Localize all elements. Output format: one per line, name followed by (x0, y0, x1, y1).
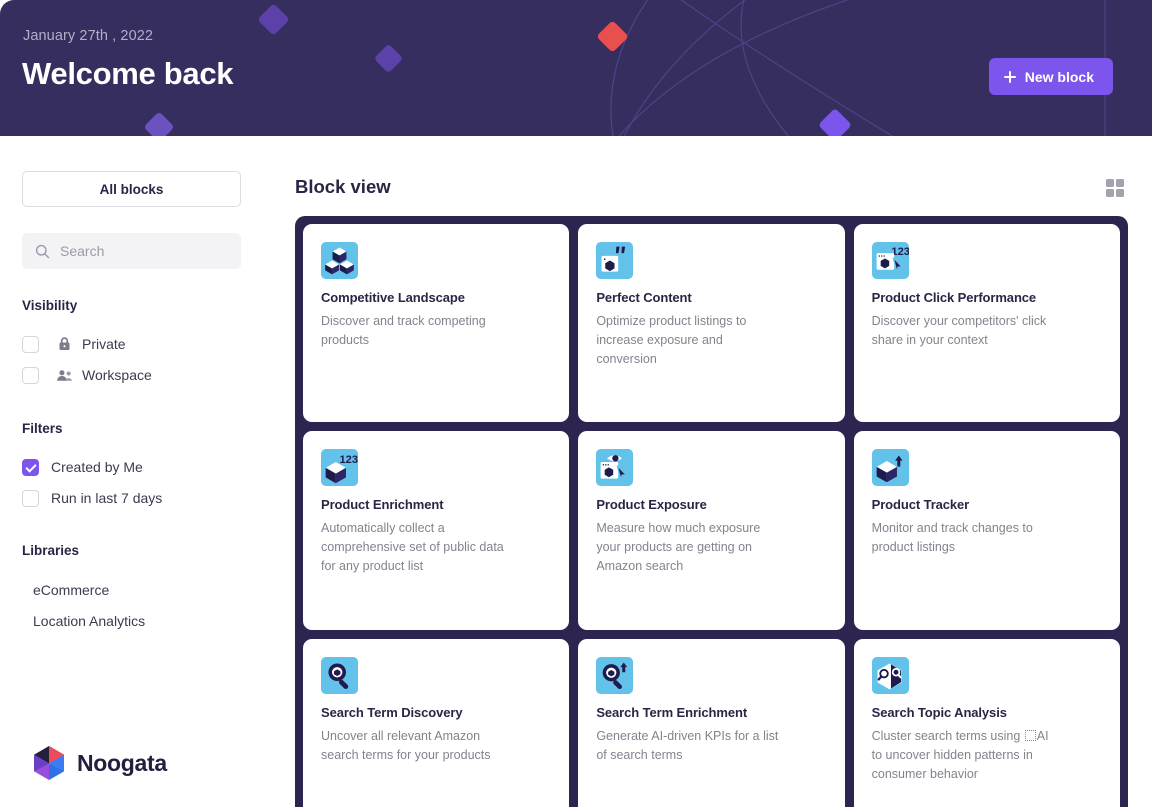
filter-run-last-7-days[interactable]: Run in last 7 days (22, 488, 162, 508)
filter-private[interactable]: Private (22, 334, 126, 354)
workspace-checkbox[interactable] (22, 366, 39, 384)
block-card-search-term-discovery[interactable]: Search Term Discovery Uncover all releva… (303, 638, 570, 807)
visibility-heading: Visibility (22, 298, 78, 313)
run-last-7-days-label: Run in last 7 days (51, 490, 163, 506)
all-blocks-button[interactable]: All blocks (22, 171, 241, 207)
search-icon (35, 244, 50, 258)
block-card-title: Search Topic Analysis (871, 704, 1007, 720)
search-input[interactable] (60, 243, 220, 259)
desc-before: Cluster search terms using (871, 728, 1024, 743)
run-last-7-days-checkbox[interactable] (22, 489, 39, 507)
library-item-ecommerce[interactable]: eCommerce (33, 582, 110, 598)
block-card-competitive-landscape[interactable]: Competitive Landscape Discover and track… (303, 224, 570, 423)
block-card-title: Product Exposure (596, 497, 707, 513)
block-card-product-exposure[interactable]: Product Exposure Measure how much exposu… (578, 431, 845, 630)
block-card-title: Competitive Landscape (321, 290, 465, 305)
grid-cell (1106, 189, 1114, 197)
diamond-violet-2 (143, 111, 175, 136)
diamond-purple-1 (257, 3, 290, 36)
desc-after: AI to uncover hidden patterns in consume… (871, 728, 1049, 781)
quote-card-icon (596, 242, 634, 279)
block-card-description: Generate AI-driven KPIs for a list of se… (596, 728, 779, 762)
noogata-cube-logo-icon (34, 746, 64, 780)
grid-cell (1116, 189, 1124, 197)
cube-123-icon: 123 (321, 449, 359, 487)
magnifier-cluster-icon (871, 656, 909, 694)
magnifier-arrow-icon (596, 656, 634, 694)
header-date: January 27th , 2022 (23, 28, 154, 44)
private-checkbox[interactable] (22, 335, 39, 353)
page-header: January 27th , 2022 Welcome back New blo… (0, 0, 1152, 136)
eye-card-cursor-icon (596, 449, 634, 487)
new-block-button[interactable]: New block (988, 58, 1113, 95)
private-label: Private (82, 336, 126, 352)
block-card-title: Perfect Content (596, 290, 692, 305)
block-card-product-tracker[interactable]: Product Tracker Monitor and track change… (853, 431, 1120, 630)
block-view-title: Block view (295, 176, 391, 197)
plus-icon (1003, 70, 1016, 83)
workspace-label: Workspace (82, 367, 152, 383)
block-card-search-term-enrichment[interactable]: Search Term Enrichment Generate AI-drive… (578, 638, 845, 807)
block-card-product-click-performance[interactable]: 123 Product Click Performance Discover y… (853, 224, 1120, 423)
block-card-description: Monitor and track changes to product lis… (871, 521, 1033, 555)
created-by-me-checkbox[interactable] (22, 458, 39, 476)
cube-arrow-up-icon (871, 449, 909, 487)
block-card-perfect-content[interactable]: Perfect Content Optimize product listing… (578, 224, 845, 423)
block-card-product-enrichment[interactable]: 123 Product Enrichment Automatically col… (303, 431, 570, 630)
created-by-me-label: Created by Me (51, 459, 143, 475)
block-card-description: Measure how much exposure your products … (596, 521, 761, 574)
block-card-description: Uncover all relevant Amazon search terms… (321, 728, 491, 762)
lock-icon (55, 337, 73, 351)
cubes-pyramid-icon (321, 242, 358, 279)
library-item-location-analytics[interactable]: Location Analytics (33, 613, 146, 629)
blocks-panel: Competitive Landscape Discover and track… (295, 216, 1128, 807)
block-card-title: Product Tracker (871, 497, 970, 513)
libraries-heading: Libraries (22, 543, 80, 558)
missing-glyph-icon (1024, 729, 1036, 741)
block-card-title: Search Term Enrichment (596, 704, 748, 720)
blocks-grid: Competitive Landscape Discover and track… (303, 224, 1120, 807)
svg-text:123: 123 (891, 246, 909, 258)
block-card-title: Product Enrichment (321, 497, 444, 513)
block-card-description: Optimize product listings to increase ex… (596, 314, 747, 366)
filter-created-by-me[interactable]: Created by Me (22, 457, 143, 477)
diamond-red (596, 20, 629, 53)
block-card-title: Product Click Performance (871, 290, 1037, 305)
search-box[interactable] (22, 233, 241, 269)
diamond-purple-2 (373, 43, 404, 74)
block-card-description: Cluster search terms using AI to uncover… (872, 727, 1057, 784)
block-card-description: Discover and track competing products (321, 314, 486, 347)
noogata-logo: Noogata (32, 745, 167, 781)
magnifier-icon (321, 656, 358, 694)
grid-cell (1116, 179, 1124, 187)
diamond-violet-1 (818, 108, 852, 136)
block-card-description: Discover your competitors' click share i… (871, 314, 1047, 347)
grid-view-icon[interactable] (1106, 179, 1124, 197)
card-123-cursor-icon: 123 (871, 242, 909, 279)
noogata-logo-text: Noogata (77, 749, 167, 776)
filters-heading: Filters (22, 421, 63, 436)
block-card-description: Automatically collect a comprehensive se… (321, 521, 504, 574)
filter-workspace[interactable]: Workspace (22, 365, 152, 385)
sidebar: All blocks Visibility Private (0, 136, 280, 807)
page-title: Welcome back (22, 56, 234, 91)
new-block-button-label: New block (1024, 68, 1094, 85)
block-card-title: Search Term Discovery (321, 704, 463, 720)
grid-cell (1106, 179, 1114, 187)
main-content: Block view (280, 136, 1152, 807)
block-card-search-topic-analysis[interactable]: Search Topic Analysis Cluster search ter… (853, 638, 1120, 807)
svg-text:123: 123 (340, 454, 359, 466)
people-icon (55, 369, 73, 382)
